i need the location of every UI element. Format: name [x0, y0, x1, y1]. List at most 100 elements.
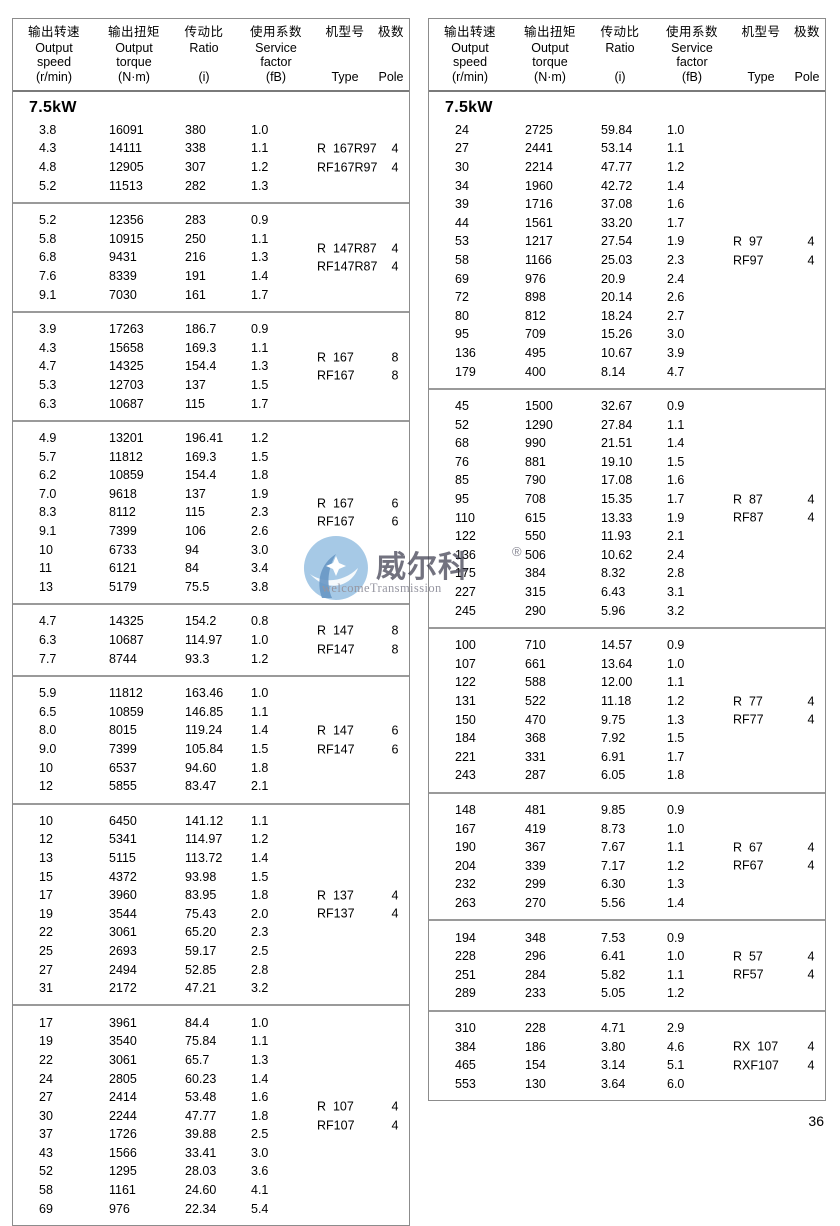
table-row[interactable]: 4.8 12905 307 1.2	[13, 158, 409, 177]
table-row[interactable]: 95 709 15.26 3.0	[429, 325, 825, 344]
table-row[interactable]: 4.3 14111 338 1.1	[13, 139, 409, 158]
table-row[interactable]: 7.0 9618 137 1.9	[13, 485, 409, 504]
table-row[interactable]: 179 400 8.14 4.7	[429, 362, 825, 381]
table-row[interactable]: 72 898 20.14 2.6	[429, 288, 825, 307]
table-row[interactable]: 19 3544 75.43 2.0	[13, 904, 409, 923]
table-row[interactable]: 150 470 9.75 1.3	[429, 710, 825, 729]
table-row[interactable]: 9.1 7030 161 1.7	[13, 285, 409, 304]
table-row[interactable]: 27 2494 52.85 2.8	[13, 960, 409, 979]
table-row[interactable]: 122 588 12.00 1.1	[429, 673, 825, 692]
table-row[interactable]: 3.8 16091 380 1.0	[13, 121, 409, 140]
table-row[interactable]: 8.0 8015 119.24 1.4	[13, 721, 409, 740]
table-row[interactable]: 69 976 20.9 2.4	[429, 269, 825, 288]
table-row[interactable]: 310 228 4.71 2.9	[429, 1019, 825, 1038]
table-row[interactable]: 9.0 7399 105.84 1.5	[13, 740, 409, 759]
table-row[interactable]: 58 1161 24.60 4.1	[13, 1181, 409, 1200]
table-row[interactable]: 228 296 6.41 1.0	[429, 947, 825, 966]
table-row[interactable]: 6.8 9431 216 1.3	[13, 248, 409, 267]
table-row[interactable]: 175 384 8.32 2.8	[429, 564, 825, 583]
table-row[interactable]: 39 1716 37.08 1.6	[429, 195, 825, 214]
table-row[interactable]: 194 348 7.53 0.9	[429, 928, 825, 947]
table-row[interactable]: 30 2244 47.77 1.8	[13, 1106, 409, 1125]
table-row[interactable]: 6.3 10687 114.97 1.0	[13, 631, 409, 650]
table-row[interactable]: 3.9 17263 186.7 0.9	[13, 320, 409, 339]
table-row[interactable]: 31 2172 47.21 3.2	[13, 979, 409, 998]
table-row[interactable]: 148 481 9.85 0.9	[429, 801, 825, 820]
table-row[interactable]: 22 3061 65.7 1.3	[13, 1051, 409, 1070]
table-row[interactable]: 24 2805 60.23 1.4	[13, 1069, 409, 1088]
table-row[interactable]: 76 881 19.10 1.5	[429, 453, 825, 472]
table-row[interactable]: 6.3 10687 115 1.7	[13, 394, 409, 413]
table-row[interactable]: 190 367 7.67 1.1	[429, 838, 825, 857]
table-row[interactable]: 5.2 11513 282 1.3	[13, 176, 409, 195]
table-row[interactable]: 4.3 15658 169.3 1.1	[13, 338, 409, 357]
table-row[interactable]: 37 1726 39.88 2.5	[13, 1125, 409, 1144]
table-row[interactable]: 384 186 3.80 4.6	[429, 1037, 825, 1056]
table-row[interactable]: 52 1295 28.03 3.6	[13, 1162, 409, 1181]
table-row[interactable]: 43 1566 33.41 3.0	[13, 1144, 409, 1163]
table-row[interactable]: 85 790 17.08 1.6	[429, 471, 825, 490]
table-row[interactable]: 27 2441 53.14 1.1	[429, 139, 825, 158]
table-row[interactable]: 251 284 5.82 1.1	[429, 965, 825, 984]
table-row[interactable]: 53 1217 27.54 1.9	[429, 232, 825, 251]
table-row[interactable]: 204 339 7.17 1.2	[429, 856, 825, 875]
table-row[interactable]: 184 368 7.92 1.5	[429, 729, 825, 748]
table-row[interactable]: 107 661 13.64 1.0	[429, 655, 825, 674]
table-row[interactable]: 4.9 13201 196.41 1.2	[13, 429, 409, 448]
table-row[interactable]: 10 6537 94.60 1.8	[13, 758, 409, 777]
table-row[interactable]: 13 5115 113.72 1.4	[13, 849, 409, 868]
table-row[interactable]: 10 6733 94 3.0	[13, 540, 409, 559]
table-row[interactable]: 27 2414 53.48 1.6	[13, 1088, 409, 1107]
table-row[interactable]: 34 1960 42.72 1.4	[429, 176, 825, 195]
table-row[interactable]: 227 315 6.43 3.1	[429, 583, 825, 602]
table-row[interactable]: 5.9 11812 163.46 1.0	[13, 684, 409, 703]
table-row[interactable]: 289 233 5.05 1.2	[429, 984, 825, 1003]
table-row[interactable]: 243 287 6.05 1.8	[429, 766, 825, 785]
table-row[interactable]: 465 154 3.14 5.1	[429, 1056, 825, 1075]
table-row[interactable]: 131 522 11.18 1.2	[429, 692, 825, 711]
table-row[interactable]: 4.7 14325 154.4 1.3	[13, 357, 409, 376]
table-row[interactable]: 136 495 10.67 3.9	[429, 344, 825, 363]
table-row[interactable]: 15 4372 93.98 1.5	[13, 867, 409, 886]
table-row[interactable]: 5.2 12356 283 0.9	[13, 211, 409, 230]
table-row[interactable]: 69 976 22.34 5.4	[13, 1199, 409, 1218]
table-row[interactable]: 136 506 10.62 2.4	[429, 546, 825, 565]
table-row[interactable]: 263 270 5.56 1.4	[429, 894, 825, 913]
table-row[interactable]: 4.7 14325 154.2 0.8	[13, 612, 409, 631]
table-row[interactable]: 13 5179 75.5 3.8	[13, 578, 409, 597]
table-row[interactable]: 68 990 21.51 1.4	[429, 434, 825, 453]
table-row[interactable]: 52 1290 27.84 1.1	[429, 415, 825, 434]
table-row[interactable]: 5.8 10915 250 1.1	[13, 229, 409, 248]
table-row[interactable]: 9.1 7399 106 2.6	[13, 522, 409, 541]
table-row[interactable]: 5.7 11812 169.3 1.5	[13, 447, 409, 466]
table-row[interactable]: 10 6450 141.12 1.1	[13, 812, 409, 831]
table-row[interactable]: 12 5855 83.47 2.1	[13, 777, 409, 796]
table-row[interactable]: 221 331 6.91 1.7	[429, 748, 825, 767]
table-row[interactable]: 58 1166 25.03 2.3	[429, 251, 825, 270]
table-row[interactable]: 122 550 11.93 2.1	[429, 527, 825, 546]
table-row[interactable]: 7.7 8744 93.3 1.2	[13, 649, 409, 668]
table-row[interactable]: 553 130 3.64 6.0	[429, 1074, 825, 1093]
table-row[interactable]: 6.5 10859 146.85 1.1	[13, 703, 409, 722]
table-row[interactable]: 7.6 8339 191 1.4	[13, 267, 409, 286]
table-row[interactable]: 110 615 13.33 1.9	[429, 508, 825, 527]
table-row[interactable]: 167 419 8.73 1.0	[429, 819, 825, 838]
table-row[interactable]: 25 2693 59.17 2.5	[13, 942, 409, 961]
table-row[interactable]: 80 812 18.24 2.7	[429, 306, 825, 325]
table-row[interactable]: 45 1500 32.67 0.9	[429, 397, 825, 416]
table-row[interactable]: 232 299 6.30 1.3	[429, 875, 825, 894]
table-row[interactable]: 245 290 5.96 3.2	[429, 601, 825, 620]
table-row[interactable]: 5.3 12703 137 1.5	[13, 376, 409, 395]
table-row[interactable]: 30 2214 47.77 1.2	[429, 158, 825, 177]
table-row[interactable]: 22 3061 65.20 2.3	[13, 923, 409, 942]
table-row[interactable]: 24 2725 59.84 1.0	[429, 121, 825, 140]
table-row[interactable]: 19 3540 75.84 1.1	[13, 1032, 409, 1051]
table-row[interactable]: 44 1561 33.20 1.7	[429, 213, 825, 232]
table-row[interactable]: 17 3961 84.4 1.0	[13, 1013, 409, 1032]
table-row[interactable]: 8.3 8112 115 2.3	[13, 503, 409, 522]
table-row[interactable]: 11 6121 84 3.4	[13, 559, 409, 578]
table-row[interactable]: 95 708 15.35 1.7	[429, 490, 825, 509]
table-row[interactable]: 100 710 14.57 0.9	[429, 636, 825, 655]
table-row[interactable]: 17 3960 83.95 1.8	[13, 886, 409, 905]
table-row[interactable]: 6.2 10859 154.4 1.8	[13, 466, 409, 485]
